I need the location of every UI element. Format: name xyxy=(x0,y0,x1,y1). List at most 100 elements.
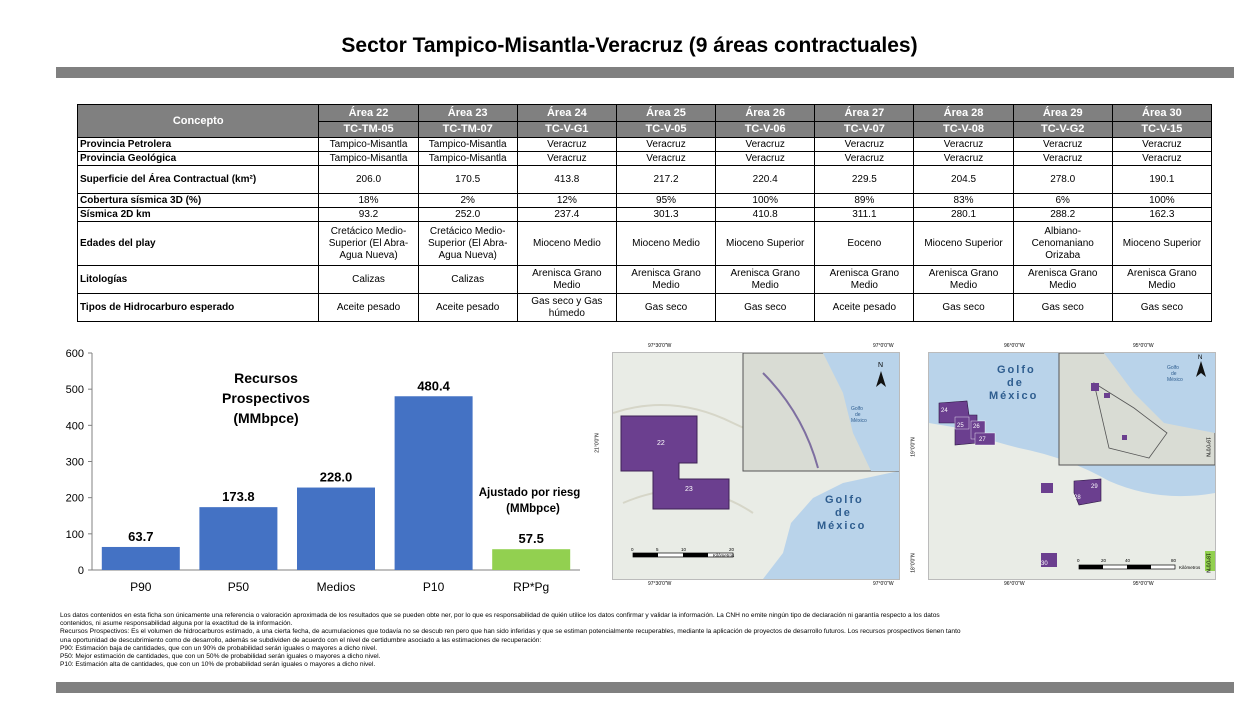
table-cell: 229.5 xyxy=(814,165,915,194)
table-cell: Veracruz xyxy=(715,137,816,152)
area-name-header: Área 25 xyxy=(615,104,717,122)
y-tick-label: 200 xyxy=(66,493,84,505)
category-label: P90 xyxy=(130,580,152,594)
table-cell: 413.8 xyxy=(516,165,617,194)
chart-annotation: Prospectivos xyxy=(222,390,310,406)
area-22-label: 22 xyxy=(657,440,665,447)
note-line: Los datos contenidos en esta ficha son ú… xyxy=(60,612,940,619)
table-cell: Gas seco xyxy=(715,293,816,322)
table-row: Cobertura sísmica 3D (%) 18% 2% 12% 95% 100% 8… xyxy=(76,193,1213,208)
table-cell: 6% xyxy=(1012,193,1113,208)
data-label: 57.5 xyxy=(519,531,544,546)
footnotes: Los datos contenidos en esta ficha son ú… xyxy=(60,612,1220,669)
page-title: Sector Tampico-Misantla-Veracruz (9 área… xyxy=(341,34,918,57)
area-name-header: Área 28 xyxy=(913,104,1014,122)
table-cell: 206.0 xyxy=(318,165,419,194)
row-label: Litologías xyxy=(76,265,320,294)
table-cell: Calizas xyxy=(318,265,419,294)
bar-rppg xyxy=(492,549,571,570)
map-left-lat: 21°0'0"N xyxy=(594,433,601,453)
table-cell: Veracruz xyxy=(814,151,915,166)
chart-annotation: (MMbpce) xyxy=(233,410,298,426)
table-cell: 204.5 xyxy=(913,165,1014,194)
table-cell: Calizas xyxy=(417,265,518,294)
svg-text:20: 20 xyxy=(729,547,735,552)
table-cell: Cretácico Medio-Superior (El Abra-Agua N… xyxy=(318,221,419,266)
map-right-lat-left-bottom: 18°0'0"N xyxy=(910,553,917,573)
map-right-bottom-lon-1: 96°0'0"W xyxy=(1004,581,1025,587)
table-cell: Veracruz xyxy=(1111,137,1213,152)
table-cell: Gas seco xyxy=(913,293,1014,322)
table-cell: Arenisca Grano Medio xyxy=(913,265,1014,294)
table-row: Sísmica 2D km 93.2 252.0 237.4 301.3 410.8 311… xyxy=(76,207,1213,222)
area-name-header: Área 29 xyxy=(1012,104,1113,122)
table-cell: Arenisca Grano Medio xyxy=(814,265,915,294)
svg-text:40: 40 xyxy=(1125,558,1131,563)
map-right-top-lon-1: 96°0'0"W xyxy=(1004,343,1025,349)
table-cell: 93.2 xyxy=(318,207,419,222)
gulf-label-2: de xyxy=(835,507,852,519)
table-cell: Arenisca Grano Medio xyxy=(1012,265,1113,294)
chart-annotation: Recursos xyxy=(234,370,298,386)
table-cell: 95% xyxy=(615,193,717,208)
table-cell: Aceite pesado xyxy=(417,293,518,322)
map-left-drawing: 22 23 Golfo de México Golfo de México N … xyxy=(613,353,899,579)
concepto-header: Concepto xyxy=(76,104,320,138)
area-30-label: 30 xyxy=(1041,561,1048,567)
table-row: Provincia Geológica Tampico-Misantla Tampi… xyxy=(76,151,1213,166)
table-row: Tipos de Hidrocarburo esperado Aceite pes… xyxy=(76,293,1213,322)
map-right-lat-right-bottom: 18°0'0"N xyxy=(1204,553,1211,573)
table-cell: Veracruz xyxy=(516,151,617,166)
table-cell: 410.8 xyxy=(715,207,816,222)
area-code-header: TC-V-07 xyxy=(814,120,915,138)
category-label: P50 xyxy=(228,580,250,594)
row-label: Sísmica 2D km xyxy=(76,207,320,222)
row-label: Provincia Geológica xyxy=(76,151,320,166)
table-cell: Arenisca Grano Medio xyxy=(516,265,617,294)
svg-text:0: 0 xyxy=(1077,558,1080,563)
table-cell: Veracruz xyxy=(615,137,717,152)
table-cell: 100% xyxy=(1111,193,1213,208)
table-cell: Mioceno Superior xyxy=(1111,221,1213,266)
area-name-header: Área 26 xyxy=(715,104,816,122)
footer-divider xyxy=(56,682,1234,693)
area-24-label: 24 xyxy=(941,408,948,414)
north-arrow-icon-right xyxy=(1196,361,1206,377)
contract-areas-table: Concepto Área 22 Área 23 Área 24 Área 25 Área… xyxy=(76,104,1213,322)
map-left-top-lon-1: 97°30'0"W xyxy=(648,343,672,349)
table-cell: Aceite pesado xyxy=(318,293,419,322)
row-label: Provincia Petrolera xyxy=(76,137,320,152)
gulf-label-r1: Golfo xyxy=(997,364,1036,376)
table-header: Concepto Área 22 Área 23 Área 24 Área 25 Área… xyxy=(76,104,1213,138)
bar-p10 xyxy=(394,396,473,570)
area-name-header: Área 23 xyxy=(417,104,518,122)
table-cell: 18% xyxy=(318,193,419,208)
y-tick-label: 600 xyxy=(66,348,84,360)
table-cell: 278.0 xyxy=(1012,165,1113,194)
y-tick-label: 500 xyxy=(66,384,84,396)
y-tick-label: 400 xyxy=(66,420,84,432)
table-cell: Gas seco xyxy=(1012,293,1113,322)
area-27-label: 27 xyxy=(979,437,986,443)
table-cell: Tampico-Misantla xyxy=(417,137,518,152)
note-line: Recursos Prospectivos: Es el volumen de … xyxy=(60,628,961,636)
data-label: 480.4 xyxy=(417,378,450,393)
table-cell: 220.4 xyxy=(715,165,816,194)
table-row: Litologías Calizas Calizas Arenisca Grano M… xyxy=(76,265,1213,294)
bar-p90 xyxy=(101,546,180,570)
svg-text:5: 5 xyxy=(656,547,659,552)
table-cell: Tampico-Misantla xyxy=(318,137,419,152)
table-cell: Gas seco y Gas húmedo xyxy=(516,293,617,322)
row-label: Tipos de Hidrocarburo esperado xyxy=(76,293,320,322)
gulf-label-1: Golfo xyxy=(825,494,864,506)
table-cell: 301.3 xyxy=(615,207,717,222)
table-cell: Veracruz xyxy=(913,137,1014,152)
table-cell: 83% xyxy=(913,193,1014,208)
table-cell: Arenisca Grano Medio xyxy=(615,265,717,294)
map-left-top-lon-2: 97°0'0"W xyxy=(873,343,894,349)
north-label-right: N xyxy=(1198,355,1202,361)
chart-annotation-risk: Ajustado por riesgo xyxy=(479,487,580,499)
svg-text:80: 80 xyxy=(1171,558,1177,563)
category-label: Medios xyxy=(317,580,356,594)
table-row: Edades del play Cretácico Medio-Superior … xyxy=(76,221,1213,266)
